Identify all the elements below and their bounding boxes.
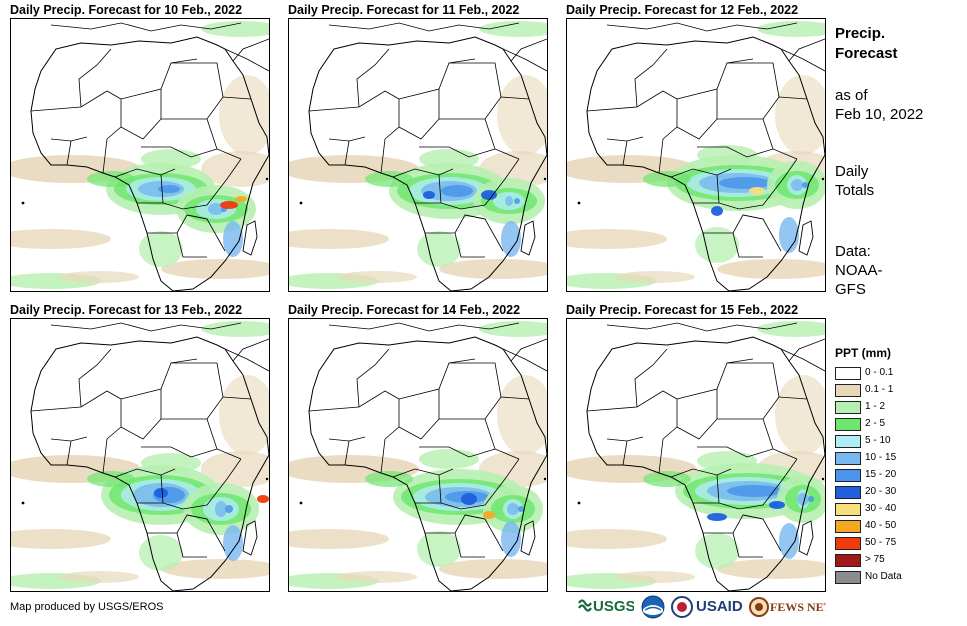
panel-title: Daily Precip. Forecast for 15 Feb., 2022 (566, 303, 799, 317)
legend-item: 2 - 5 (835, 418, 925, 431)
legend-swatch (835, 486, 861, 499)
legend-swatch (835, 452, 861, 465)
precip-map (566, 18, 826, 292)
source-line: GFS (835, 281, 866, 298)
noaa-logo (640, 594, 666, 620)
legend-label: 2 - 5 (865, 418, 886, 429)
totals-line: Totals (835, 182, 875, 199)
legend-swatch (835, 435, 861, 448)
legend-swatch (835, 401, 861, 414)
legend-label: 50 - 75 (865, 537, 897, 548)
legend-label: 1 - 2 (865, 401, 886, 412)
legend-label: 5 - 10 (865, 435, 891, 446)
panel-title: Daily Precip. Forecast for 13 Feb., 2022 (10, 303, 243, 317)
legend-swatch (835, 469, 861, 482)
legend-item: 20 - 30 (835, 486, 925, 499)
africa-map-graphic (11, 21, 269, 291)
legend-label: No Data (865, 571, 902, 582)
legend-item: 50 - 75 (835, 537, 925, 550)
sidebar-title-line: Precip. (835, 25, 886, 42)
legend-item: 15 - 20 (835, 469, 925, 482)
source-line: NOAA- (835, 262, 883, 279)
panel-title: Daily Precip. Forecast for 14 Feb., 2022 (288, 303, 521, 317)
sidebar-title-line: Forecast (835, 45, 898, 62)
precip-map (288, 18, 548, 292)
totals-label: Daily Totals (835, 162, 874, 200)
legend-title: PPT (mm) (835, 346, 892, 360)
legend-swatch (835, 367, 861, 380)
africa-map-graphic (567, 321, 825, 591)
legend-swatch (835, 384, 861, 397)
legend-swatch (835, 537, 861, 550)
legend-label: 15 - 20 (865, 469, 897, 480)
legend-item: 0 - 0.1 (835, 367, 925, 380)
africa-map-graphic (11, 321, 269, 591)
legend-swatch (835, 571, 861, 584)
totals-line: Daily (835, 163, 869, 180)
panel-title: Daily Precip. Forecast for 11 Feb., 2022 (288, 3, 520, 17)
legend-item: 40 - 50 (835, 520, 925, 533)
africa-map-graphic (289, 321, 547, 591)
usgs-logo: USGS (578, 594, 636, 620)
usaid-seal-logo (670, 594, 694, 620)
legend-item: 0.1 - 1 (835, 384, 925, 397)
as-of-value: Feb 10, 2022 (835, 106, 924, 123)
legend-label: 40 - 50 (865, 520, 897, 531)
data-source: Data: NOAA- GFS (835, 242, 883, 299)
fews-net-logo-text: FEWS NET (770, 600, 826, 614)
fews-net-logo: FEWS NET (748, 594, 832, 620)
as-of-label: as of (835, 87, 868, 104)
panel-title: Daily Precip. Forecast for 10 Feb., 2022 (10, 3, 243, 17)
legend-swatch (835, 418, 861, 431)
legend-label: 10 - 15 (865, 452, 897, 463)
precip-map (566, 318, 826, 592)
as-of-date: as of Feb 10, 2022 (835, 86, 923, 124)
legend-item: 1 - 2 (835, 401, 925, 414)
agency-logos: USGS USAID FEWS NET (578, 594, 832, 620)
legend-item: 10 - 15 (835, 452, 925, 465)
precip-map (10, 18, 270, 292)
legend-item: No Data (835, 571, 925, 584)
legend-label: 30 - 40 (865, 503, 897, 514)
legend-swatch (835, 503, 861, 516)
legend-item: > 75 (835, 554, 925, 567)
panel-title: Daily Precip. Forecast for 12 Feb., 2022 (566, 3, 799, 17)
sidebar-title: Precip. Forecast (835, 24, 898, 64)
map-credit: Map produced by USGS/EROS (10, 601, 164, 613)
precip-map (288, 318, 548, 592)
usaid-logo-text: USAID (696, 598, 743, 615)
legend-label: 20 - 30 (865, 486, 897, 497)
usgs-logo-text: USGS (593, 598, 634, 615)
legend-item: 30 - 40 (835, 503, 925, 516)
legend-item: 5 - 10 (835, 435, 925, 448)
africa-map-graphic (567, 21, 825, 291)
legend-label: 0 - 0.1 (865, 367, 894, 378)
africa-map-graphic (289, 21, 547, 291)
source-line: Data: (835, 243, 871, 260)
precip-map (10, 318, 270, 592)
usaid-logo: USAID (696, 594, 748, 620)
legend-swatch (835, 554, 861, 567)
legend-swatch (835, 520, 861, 533)
legend-label: 0.1 - 1 (865, 384, 894, 395)
legend-label: > 75 (865, 554, 885, 565)
